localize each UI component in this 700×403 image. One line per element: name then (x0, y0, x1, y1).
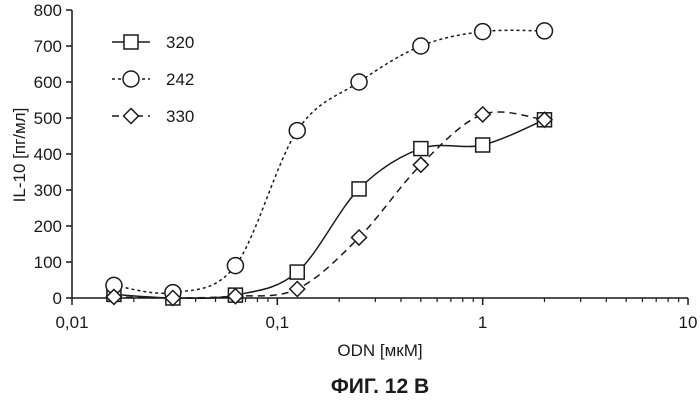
y-axis-title: IL-10 [пг/мл] (10, 108, 29, 203)
figure-caption: ФИГ. 12 В (331, 375, 429, 398)
legend-label-320: 320 (166, 33, 194, 52)
x-tick-label: 1 (478, 313, 487, 332)
data-point-330 (535, 111, 554, 129)
legend-item-320: 320 (112, 33, 194, 52)
series-242 (105, 22, 554, 302)
data-point-330 (105, 288, 123, 306)
data-point-242 (288, 121, 306, 140)
series-layer (105, 22, 554, 307)
legend-item-330: 330 (112, 107, 194, 126)
y-tick-label: 700 (34, 37, 62, 56)
legend-marker-320 (123, 34, 139, 50)
legend-marker-330 (122, 107, 140, 125)
series-330 (105, 105, 554, 307)
y-tick-label: 100 (34, 253, 62, 272)
y-tick-label: 300 (34, 181, 62, 200)
data-point-330 (164, 289, 182, 307)
legend-label-330: 330 (166, 107, 194, 126)
x-tick-label: 0,01 (55, 313, 88, 332)
legend-item-242: 242 (112, 70, 194, 89)
data-point-330 (350, 228, 368, 247)
legend-marker-242 (122, 70, 140, 88)
data-point-242 (473, 22, 492, 41)
series-line-242 (113, 29, 545, 295)
legend: 320 242 330 (112, 33, 194, 126)
data-point-242 (226, 256, 245, 275)
data-point-242 (350, 73, 368, 91)
data-point-242 (412, 37, 430, 55)
x-tick-label: 0,1 (266, 313, 290, 332)
x-tick-label: 10 (679, 313, 698, 332)
y-tick-label: 400 (34, 145, 62, 164)
data-point-330 (412, 156, 430, 174)
series-320 (106, 112, 553, 306)
y-tick-label: 800 (34, 1, 62, 20)
data-point-242 (535, 22, 554, 40)
y-tick-label: 200 (34, 217, 62, 236)
x-axis-title: ODN [мкМ] (337, 341, 422, 360)
data-point-320 (413, 140, 429, 157)
legend-label-242: 242 (166, 70, 194, 89)
data-point-320 (351, 181, 367, 197)
series-line-330 (113, 111, 545, 299)
data-point-330 (288, 280, 306, 298)
y-tick-label: 0 (53, 289, 62, 308)
data-point-330 (226, 287, 244, 305)
y-tick-label: 600 (34, 73, 62, 92)
data-point-320 (289, 264, 305, 280)
data-point-320 (474, 137, 491, 153)
y-tick-label: 500 (34, 109, 62, 128)
data-point-330 (474, 105, 492, 123)
axes: 0 100 200 300 400 500 600 700 800 0,01 0,1 1 10 (34, 1, 698, 332)
